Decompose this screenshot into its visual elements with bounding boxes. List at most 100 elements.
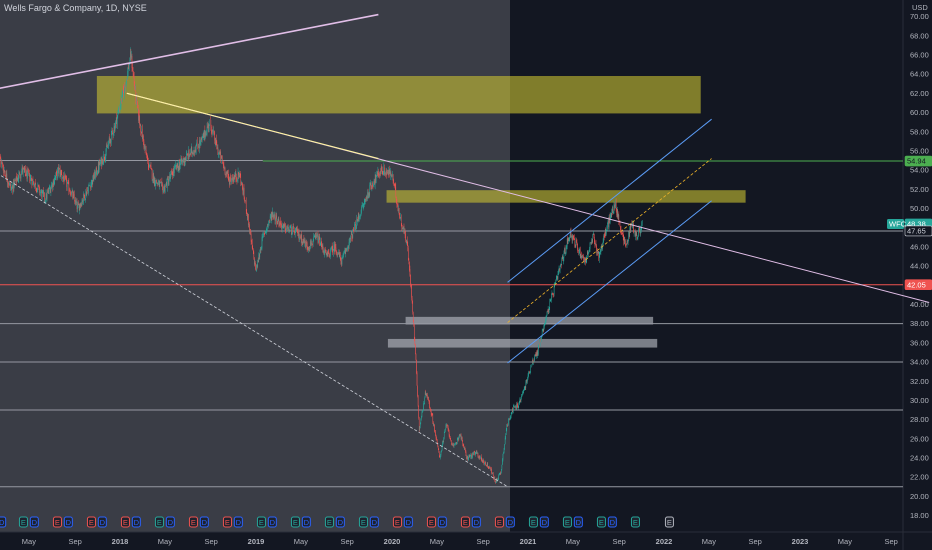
earnings-marker-icon[interactable]: E	[426, 516, 436, 528]
dividend-marker-icon[interactable]: D	[539, 516, 549, 528]
earnings-marker-icon[interactable]: E	[392, 516, 402, 528]
candle-body	[299, 237, 301, 238]
candle-body	[188, 149, 190, 156]
candle-body	[188, 150, 189, 160]
earnings-marker-icon[interactable]: E	[120, 516, 130, 528]
candle-body	[273, 215, 275, 219]
candle-body	[89, 185, 90, 187]
candle-body	[614, 204, 615, 207]
earnings-marker-icon[interactable]: E	[324, 516, 334, 528]
candle-body	[301, 241, 303, 244]
dividend-marker-icon[interactable]: D	[233, 516, 243, 528]
dividend-marker-icon[interactable]: D	[97, 516, 107, 528]
dividend-marker-icon[interactable]: D	[131, 516, 141, 528]
candle-body	[200, 140, 201, 145]
candle-body	[633, 224, 634, 233]
candle-body	[214, 141, 216, 144]
x-tick-label: Sep	[884, 537, 897, 546]
dividend-marker-icon[interactable]: D	[369, 516, 379, 528]
dividend-marker-icon[interactable]: D	[471, 516, 481, 528]
dividend-marker-icon[interactable]: D	[505, 516, 515, 528]
candle-body	[600, 249, 602, 253]
candle-body	[323, 250, 325, 255]
earnings-marker-icon[interactable]: E	[18, 516, 28, 528]
dividend-marker-icon[interactable]: D	[301, 516, 311, 528]
dividend-marker-icon[interactable]: D	[267, 516, 277, 528]
candle-body	[155, 184, 156, 186]
earnings-marker-icon[interactable]: E	[460, 516, 470, 528]
candle-body	[640, 228, 641, 234]
candle-body	[437, 446, 439, 450]
earnings-marker-icon[interactable]: E	[630, 516, 640, 528]
candle-body	[336, 254, 338, 255]
candle-body	[179, 163, 180, 169]
earnings-marker-icon[interactable]: E	[528, 516, 538, 528]
candle-body	[327, 253, 328, 256]
x-tick-label: May	[294, 537, 308, 546]
candle-body	[564, 248, 565, 254]
earnings-marker-icon[interactable]: E	[562, 516, 572, 528]
candle-body	[70, 195, 72, 196]
event-marker-glyph: E	[361, 518, 366, 527]
candle-body	[465, 449, 466, 452]
earnings-marker-icon[interactable]: E	[52, 516, 62, 528]
candle-body	[180, 162, 181, 166]
candle-body	[212, 130, 213, 133]
earnings-marker-icon[interactable]: E	[358, 516, 368, 528]
event-marker-box	[437, 516, 447, 528]
earnings-marker-icon[interactable]: E	[596, 516, 606, 528]
dividend-marker-icon[interactable]: D	[63, 516, 73, 528]
candle-body	[34, 182, 36, 185]
candle-body	[544, 325, 545, 328]
candle-body	[501, 469, 502, 473]
dividend-marker-icon[interactable]: D	[335, 516, 345, 528]
candle-body	[195, 146, 197, 153]
earnings-marker-icon[interactable]: E	[290, 516, 300, 528]
event-marker-box	[52, 516, 62, 528]
dividend-marker-icon[interactable]: D	[29, 516, 39, 528]
candle-body	[500, 472, 502, 474]
dividend-marker-icon[interactable]: D	[437, 516, 447, 528]
earnings-marker-icon[interactable]: E	[86, 516, 96, 528]
dividend-marker-icon[interactable]: D	[403, 516, 413, 528]
candle-body	[623, 236, 624, 244]
candle-body	[219, 152, 221, 155]
candle-body	[328, 251, 329, 253]
y-tick-label: 22.00	[910, 473, 929, 482]
dividend-marker-icon[interactable]: D	[165, 516, 175, 528]
candle-body	[404, 231, 405, 234]
candle-body	[134, 83, 135, 89]
event-marker-glyph: D	[202, 518, 208, 527]
candle-body	[485, 461, 486, 466]
dividend-marker-icon[interactable]: D	[199, 516, 209, 528]
candle-body	[165, 184, 166, 187]
dividend-marker-icon[interactable]: D	[573, 516, 583, 528]
candle-body	[436, 439, 438, 443]
candle-body	[59, 168, 60, 170]
candle-body	[275, 214, 277, 219]
candle-body	[563, 257, 564, 262]
dividend-marker-icon[interactable]: D	[0, 516, 7, 528]
dividend-marker-icon[interactable]: D	[607, 516, 617, 528]
candle-body	[96, 167, 97, 175]
earnings-marker-icon[interactable]: E	[154, 516, 164, 528]
candle-body	[292, 228, 293, 235]
earnings-marker-icon[interactable]: E	[188, 516, 198, 528]
candle-body	[22, 167, 23, 173]
earnings-marker-icon[interactable]: E	[664, 516, 674, 528]
candle-body	[265, 230, 267, 232]
earnings-marker-icon[interactable]: E	[256, 516, 266, 528]
candle-body	[150, 165, 152, 168]
earnings-marker-icon[interactable]: E	[494, 516, 504, 528]
candle-body	[547, 311, 548, 312]
candle-body	[80, 203, 82, 207]
candle-body	[362, 206, 364, 207]
candle-body	[355, 227, 357, 230]
candle-body	[595, 243, 596, 245]
event-marker-glyph: E	[599, 518, 604, 527]
candle-body	[16, 175, 17, 182]
candle-body	[477, 452, 478, 454]
earnings-marker-icon[interactable]: E	[222, 516, 232, 528]
candle-body	[148, 166, 150, 167]
